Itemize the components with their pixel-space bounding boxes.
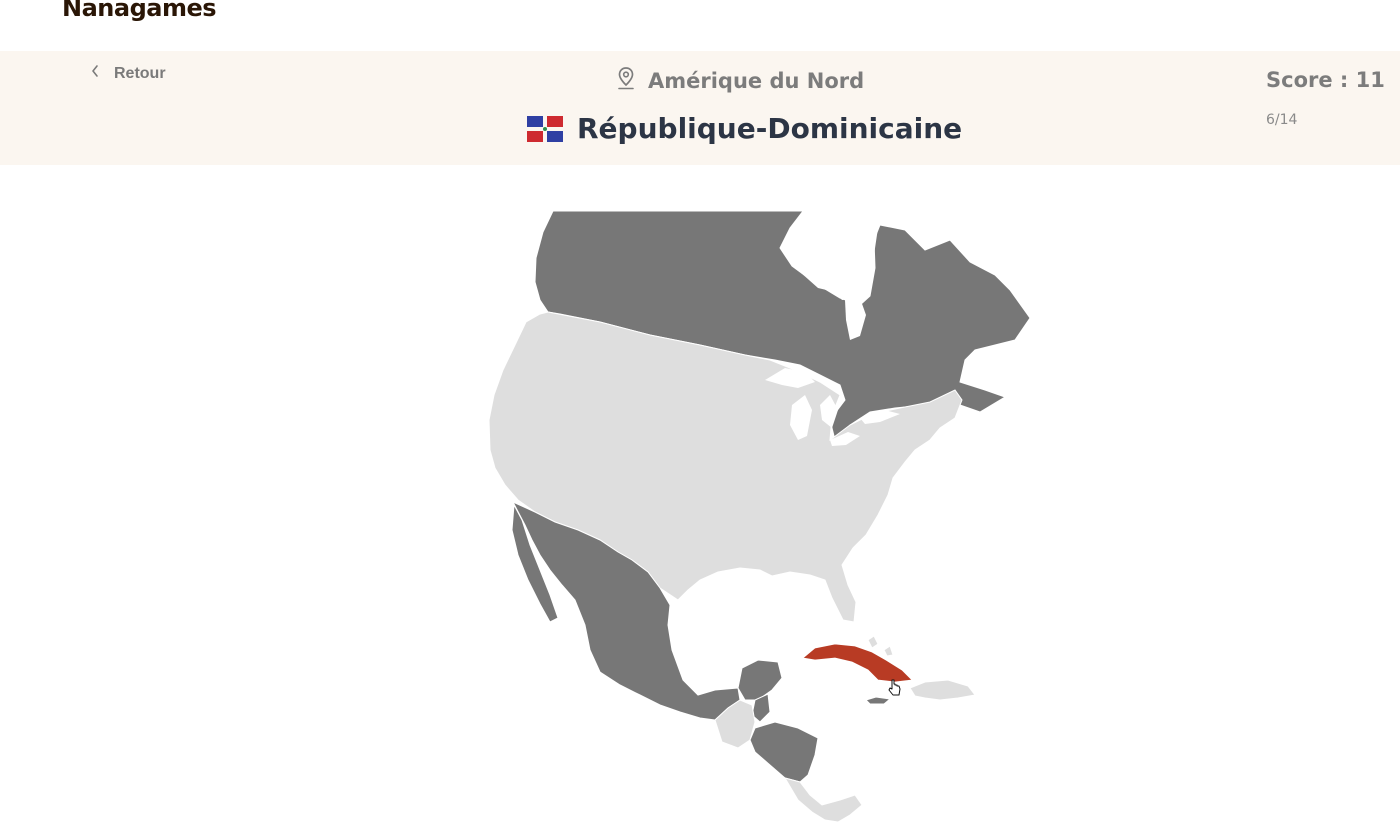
back-label: Retour xyxy=(114,64,166,82)
score-label: Score : 11 xyxy=(1266,68,1385,92)
progress-counter: 6/14 xyxy=(1266,112,1298,128)
brand-logo[interactable]: Nanagames xyxy=(62,0,217,22)
header-bar xyxy=(0,51,1400,165)
map-pin-icon xyxy=(616,66,636,95)
country-honduras-nicaragua[interactable] xyxy=(749,721,819,783)
country-mexico-yucatan xyxy=(737,659,783,701)
hand-pointer-icon xyxy=(888,679,901,696)
country-costa-rica-panama[interactable] xyxy=(783,777,863,823)
country-bahamas[interactable] xyxy=(867,635,894,657)
country-cuba[interactable] xyxy=(802,643,913,683)
james-bay xyxy=(845,298,866,340)
country-guatemala[interactable] xyxy=(714,699,756,749)
chevron-left-icon xyxy=(90,64,100,83)
country-jamaica[interactable] xyxy=(865,696,892,705)
back-button[interactable]: Retour xyxy=(90,64,166,83)
great-lakes xyxy=(765,368,900,446)
target-country: République-Dominicaine xyxy=(527,112,962,145)
country-label: République-Dominicaine xyxy=(577,112,963,145)
region-title: Amérique du Nord xyxy=(616,66,864,95)
country-hispaniola[interactable] xyxy=(909,679,976,701)
dominican-republic-flag-icon xyxy=(527,115,563,142)
north-america-map[interactable] xyxy=(0,165,1400,825)
hudson-bay xyxy=(785,211,878,300)
region-label: Amérique du Nord xyxy=(648,68,865,93)
